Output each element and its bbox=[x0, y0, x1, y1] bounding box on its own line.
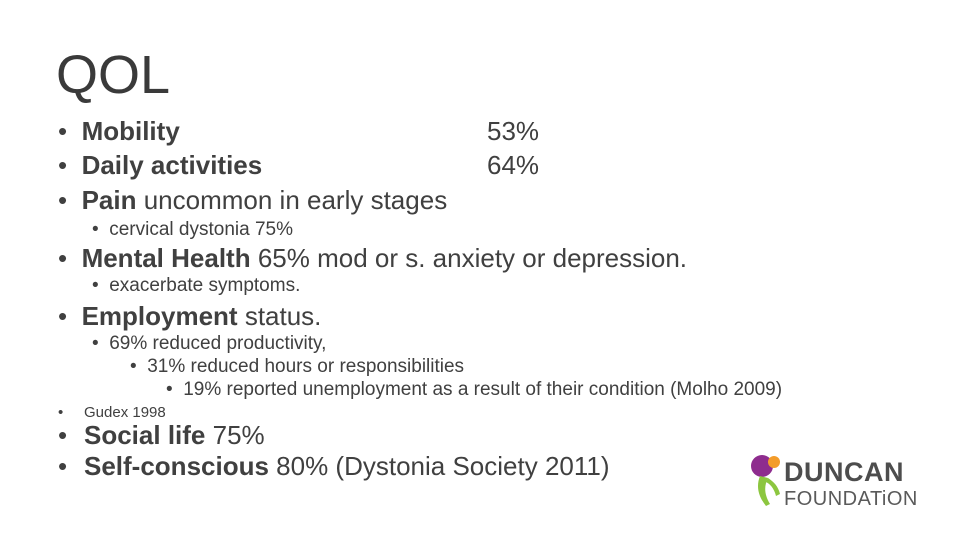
sub-sub-sub-bullet-unemployment: • 19% reported unemployment as a result … bbox=[166, 379, 782, 401]
bullet-label: Mobility bbox=[81, 116, 180, 146]
bullet-marker: • bbox=[58, 116, 75, 146]
bullet-text: exacerbate symptoms. bbox=[109, 275, 301, 296]
duncan-foundation-logo: DUNCAN FOUNDATiON bbox=[748, 452, 938, 512]
bullet-marker: • bbox=[92, 333, 104, 354]
bullet-text: 65% mod or s. anxiety or depression. bbox=[250, 243, 688, 273]
bullet-label: Employment bbox=[81, 301, 238, 331]
bullet-label: Daily activities bbox=[81, 150, 263, 180]
bullet-text: 80% (Dystonia Society 2011) bbox=[268, 451, 610, 481]
bullet-marker: • bbox=[58, 185, 75, 215]
mobility-percent: 53% bbox=[487, 116, 540, 146]
bullet-label: Self-conscious bbox=[84, 451, 269, 481]
bullet-marker: • bbox=[166, 379, 178, 400]
sub-bullet-cervical: • cervical dystonia 75% bbox=[92, 219, 293, 241]
logo-text-foundation: FOUNDATiON bbox=[784, 488, 918, 510]
sub-sub-bullet-hours: • 31% reduced hours or responsibilities bbox=[130, 356, 464, 378]
bullet-daily-activities: • Daily activities bbox=[58, 150, 262, 180]
bullet-social-life: • Social life 75% bbox=[58, 420, 265, 450]
bullet-marker: • bbox=[130, 356, 142, 377]
sub-bullet-productivity: • 69% reduced productivity, bbox=[92, 333, 326, 355]
bullet-marker: • bbox=[58, 243, 75, 273]
daily-activities-percent: 64% bbox=[487, 150, 540, 180]
bullet-marker: • bbox=[92, 219, 104, 240]
logo-text-duncan: DUNCAN bbox=[784, 457, 904, 487]
bullet-marker: • bbox=[58, 420, 68, 450]
slide-title: QOL bbox=[56, 45, 171, 105]
bullet-marker: • bbox=[58, 451, 68, 481]
bullet-text: 69% reduced productivity, bbox=[109, 333, 327, 354]
sub-bullet-exacerbate: • exacerbate symptoms. bbox=[92, 275, 300, 297]
bullet-label: Pain bbox=[81, 185, 137, 215]
bullet-mental-health: • Mental Health 65% mod or s. anxiety or… bbox=[58, 243, 687, 273]
logo-figure-icon bbox=[751, 455, 780, 506]
bullet-text: 19% reported unemployment as a result of… bbox=[183, 379, 783, 400]
bullet-mobility: • Mobility bbox=[58, 116, 180, 146]
bullet-text: Gudex 1998 bbox=[84, 404, 166, 421]
bullet-pain: • Pain uncommon in early stages bbox=[58, 185, 447, 215]
bullet-marker: • bbox=[92, 275, 104, 296]
bullet-self-conscious: • Self-conscious 80% (Dystonia Society 20… bbox=[58, 451, 610, 481]
bullet-text: uncommon in early stages bbox=[136, 185, 448, 215]
bullet-text: 75% bbox=[205, 420, 265, 450]
bullet-marker: • bbox=[58, 404, 64, 421]
bullet-text: 31% reduced hours or responsibilities bbox=[147, 356, 465, 377]
reference-gudex: • Gudex 1998 bbox=[58, 404, 166, 422]
bullet-text: status. bbox=[237, 301, 322, 331]
bullet-marker: • bbox=[58, 301, 75, 331]
bullet-marker: • bbox=[58, 150, 75, 180]
bullet-label: Social life bbox=[84, 420, 206, 450]
bullet-employment: • Employment status. bbox=[58, 301, 321, 331]
bullet-label: Mental Health bbox=[81, 243, 251, 273]
bullet-text: cervical dystonia 75% bbox=[109, 219, 293, 240]
